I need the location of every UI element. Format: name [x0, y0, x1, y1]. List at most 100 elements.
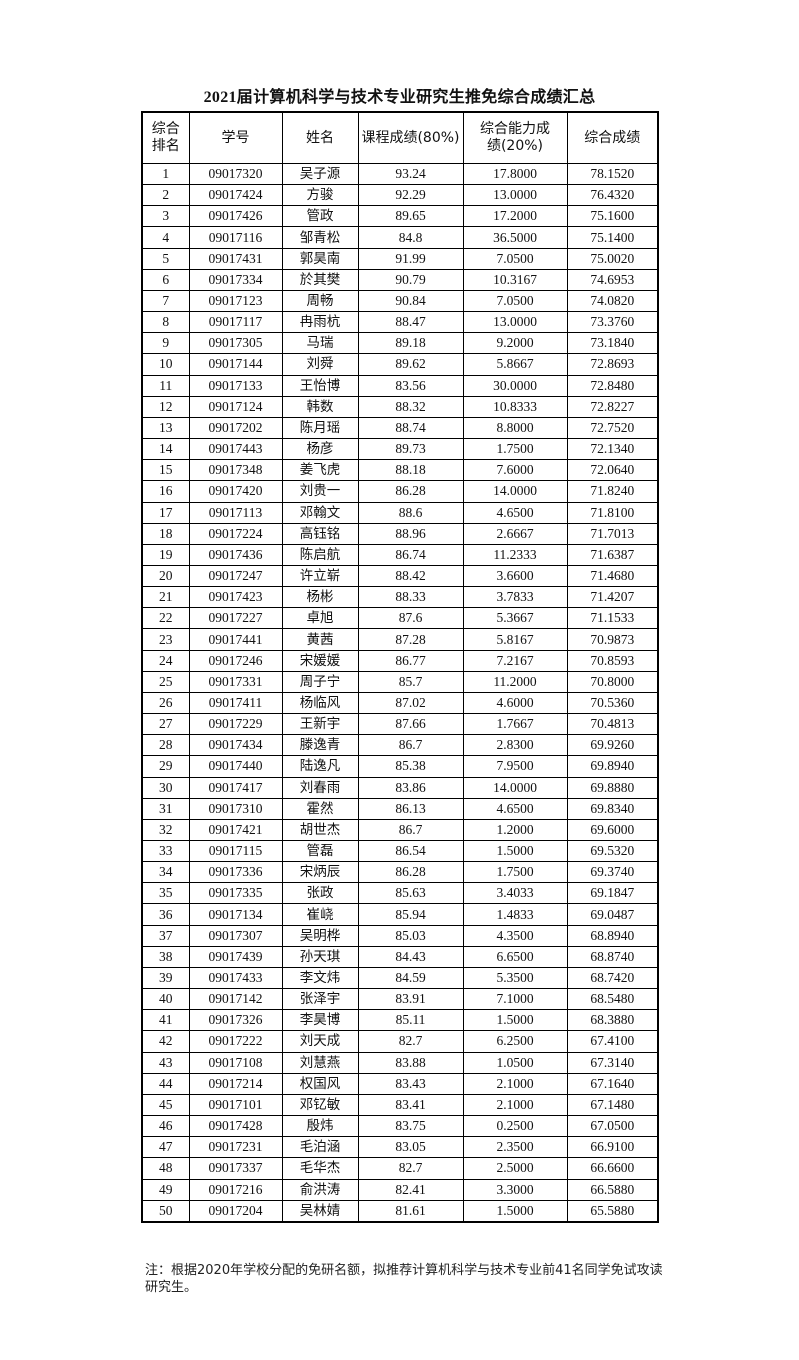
cell-rank: 40	[141, 988, 190, 1011]
table-row: 4 09017116 邹青松 84.8 36.5000 75.1400	[141, 226, 659, 249]
cell-course-score: 82.41	[357, 1178, 464, 1201]
cell-name: 俞洪涛	[281, 1178, 359, 1201]
cell-course-score: 86.28	[357, 480, 464, 503]
cell-rank: 21	[141, 586, 190, 609]
cell-name: 邓钇敏	[281, 1093, 359, 1117]
table-row: 49 09017216 俞洪涛 82.41 3.3000 66.5880	[141, 1178, 659, 1201]
cell-rank: 31	[141, 797, 190, 820]
table-row: 28 09017434 滕逸青 86.7 2.8300 69.9260	[141, 734, 659, 757]
header-ability-score: 综合能力成绩(20%)	[462, 111, 568, 164]
cell-ability-score: 14.0000	[462, 776, 568, 799]
cell-ability-score: 1.0500	[462, 1051, 568, 1074]
cell-course-score: 88.74	[357, 416, 464, 440]
cell-ability-score: 1.7667	[462, 713, 568, 736]
cell-course-score: 88.32	[357, 395, 464, 418]
table-row: 41 09017326 李昊博 85.11 1.5000 68.3880	[141, 1009, 659, 1032]
cell-name: 邓翰文	[281, 501, 359, 524]
cell-name: 王新宇	[281, 713, 359, 736]
cell-course-score: 86.7	[357, 818, 464, 842]
cell-student-id: 09017434	[188, 734, 283, 757]
cell-course-score: 87.28	[357, 628, 464, 651]
cell-course-score: 83.41	[357, 1093, 464, 1117]
cell-name: 姜飞虎	[281, 459, 359, 482]
cell-student-id: 09017440	[188, 755, 283, 778]
cell-course-score: 83.56	[357, 374, 464, 397]
cell-student-id: 09017202	[188, 416, 283, 440]
cell-student-id: 09017310	[188, 797, 283, 820]
cell-total-score: 69.8340	[566, 797, 659, 820]
cell-student-id: 09017326	[188, 1009, 283, 1032]
cell-course-score: 86.13	[357, 797, 464, 820]
cell-student-id: 09017331	[188, 670, 283, 693]
table-row: 43 09017108 刘慧燕 83.88 1.0500 67.3140	[141, 1051, 659, 1074]
cell-student-id: 09017123	[188, 289, 283, 313]
cell-rank: 3	[141, 205, 190, 228]
cell-name: 崔峣	[281, 903, 359, 926]
table-row: 14 09017443 杨彦 89.73 1.7500 72.1340	[141, 438, 659, 461]
cell-total-score: 69.0487	[566, 903, 659, 926]
cell-ability-score: 7.0500	[462, 289, 568, 313]
header-student-id: 学号	[188, 111, 283, 164]
cell-course-score: 86.28	[357, 861, 464, 884]
cell-total-score: 67.3140	[566, 1051, 659, 1074]
cell-ability-score: 1.7500	[462, 861, 568, 884]
cell-name: 许立崭	[281, 564, 359, 588]
cell-course-score: 87.6	[357, 607, 464, 630]
table-row: 10 09017144 刘舜 89.62 5.8667 72.8693	[141, 353, 659, 376]
cell-ability-score: 6.6500	[462, 945, 568, 968]
cell-student-id: 09017247	[188, 564, 283, 588]
cell-name: 张政	[281, 882, 359, 905]
cell-total-score: 66.9100	[566, 1136, 659, 1159]
cell-student-id: 09017337	[188, 1157, 283, 1180]
cell-name: 吴林婧	[281, 1199, 359, 1223]
cell-rank: 30	[141, 776, 190, 799]
cell-rank: 17	[141, 501, 190, 524]
cell-rank: 37	[141, 924, 190, 947]
cell-ability-score: 3.4033	[462, 882, 568, 905]
footnote: 注：根据2020年学校分配的免研名额，拟推荐计算机科学与技术专业前41名同学免试…	[145, 1263, 663, 1295]
cell-total-score: 66.5880	[566, 1178, 659, 1201]
cell-student-id: 09017441	[188, 628, 283, 651]
cell-ability-score: 5.3500	[462, 966, 568, 990]
cell-total-score: 73.1840	[566, 332, 659, 355]
cell-total-score: 69.9260	[566, 734, 659, 757]
cell-student-id: 09017214	[188, 1072, 283, 1095]
cell-rank: 43	[141, 1051, 190, 1074]
cell-rank: 24	[141, 649, 190, 672]
cell-total-score: 75.1400	[566, 226, 659, 249]
cell-name: 刘舜	[281, 353, 359, 376]
cell-student-id: 09017116	[188, 226, 283, 249]
cell-ability-score: 2.3500	[462, 1136, 568, 1159]
cell-total-score: 66.6600	[566, 1157, 659, 1180]
cell-course-score: 86.54	[357, 839, 464, 863]
cell-total-score: 71.4207	[566, 586, 659, 609]
cell-total-score: 67.0500	[566, 1115, 659, 1138]
cell-name: 卓旭	[281, 607, 359, 630]
cell-name: 周子宁	[281, 670, 359, 693]
cell-name: 毛泊涵	[281, 1136, 359, 1159]
cell-total-score: 69.5320	[566, 839, 659, 863]
cell-rank: 18	[141, 522, 190, 545]
cell-total-score: 69.1847	[566, 882, 659, 905]
cell-course-score: 91.99	[357, 247, 464, 270]
cell-student-id: 09017307	[188, 924, 283, 947]
cell-total-score: 74.0820	[566, 289, 659, 313]
cell-course-score: 84.43	[357, 945, 464, 968]
cell-student-id: 09017443	[188, 438, 283, 461]
cell-student-id: 09017417	[188, 776, 283, 799]
table-row: 7 09017123 周畅 90.84 7.0500 74.0820	[141, 289, 659, 313]
cell-name: 管磊	[281, 839, 359, 863]
table-row: 44 09017214 权国风 83.43 2.1000 67.1640	[141, 1072, 659, 1095]
cell-student-id: 09017224	[188, 522, 283, 545]
table-row: 6 09017334 於其樊 90.79 10.3167 74.6953	[141, 268, 659, 291]
cell-total-score: 78.1520	[566, 162, 659, 186]
cell-student-id: 09017108	[188, 1051, 283, 1074]
cell-student-id: 09017305	[188, 332, 283, 355]
cell-ability-score: 2.1000	[462, 1093, 568, 1117]
cell-student-id: 09017423	[188, 586, 283, 609]
cell-total-score: 68.3880	[566, 1009, 659, 1032]
cell-course-score: 89.65	[357, 205, 464, 228]
cell-total-score: 69.6000	[566, 818, 659, 842]
table-row: 38 09017439 孙天琪 84.43 6.6500 68.8740	[141, 945, 659, 968]
cell-student-id: 09017231	[188, 1136, 283, 1159]
